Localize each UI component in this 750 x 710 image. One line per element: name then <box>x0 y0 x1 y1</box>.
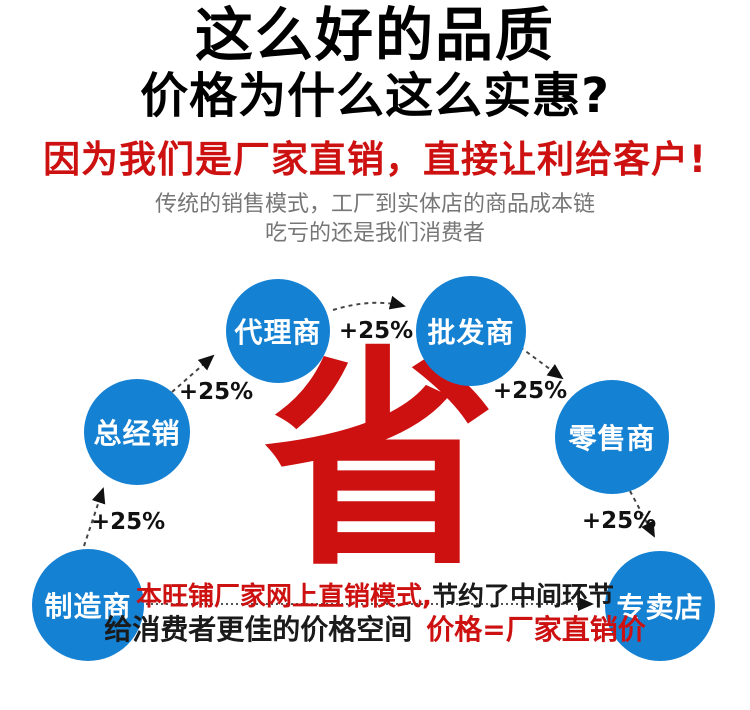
node-label: 制造商 <box>44 590 132 623</box>
node-retailer: 零售商 <box>555 380 669 494</box>
increment-label: +25% <box>90 509 166 535</box>
footer-line1-red: 本旺铺厂家网上直销模式, <box>136 582 432 612</box>
footer-line2-black: 给消费者更佳的价格空间 <box>104 613 413 646</box>
increment-label: +25% <box>492 378 568 404</box>
node-agent: 代理商 <box>226 279 330 383</box>
node-general-distributor: 总经销 <box>84 379 190 485</box>
arrow-wholesaler-to-retailer-icon <box>519 346 564 380</box>
footer-line-1: 本旺铺厂家网上直销模式,节约了中间环节 <box>0 576 750 613</box>
highlight-slogan: 因为我们是厂家直销，直接让利给客户! <box>43 138 707 181</box>
node-specialty-store: 专卖店 <box>605 551 715 661</box>
node-label: 零售商 <box>568 422 656 455</box>
description-line-1: 传统的销售模式，工厂到实体店的商品成本链 <box>154 192 595 217</box>
increment-label: +25% <box>338 318 414 344</box>
footer-line1-black: 节约了中间环节 <box>431 582 614 612</box>
footer-line-2: 给消费者更佳的价格空间 价格=厂家直销价 <box>0 608 750 648</box>
node-label: 代理商 <box>234 316 322 349</box>
page-subtitle: 价格为什么这么实惠? <box>140 68 610 124</box>
node-wholesaler: 批发商 <box>416 276 526 386</box>
node-manufacturer: 制造商 <box>32 549 144 661</box>
page-title: 这么好的品质 <box>194 1 555 69</box>
node-label: 总经销 <box>93 417 181 450</box>
description-line-2: 吃亏的还是我们消费者 <box>264 221 485 246</box>
node-label: 专卖店 <box>616 591 704 624</box>
save-character: 省 <box>263 327 497 597</box>
footer-line2-red: 价格=厂家直销价 <box>426 613 646 646</box>
increment-label: +25% <box>178 379 254 405</box>
arrow-agent-to-wholesaler-icon <box>332 295 406 311</box>
node-label: 批发商 <box>427 316 515 349</box>
increment-label: +25% <box>581 508 657 534</box>
